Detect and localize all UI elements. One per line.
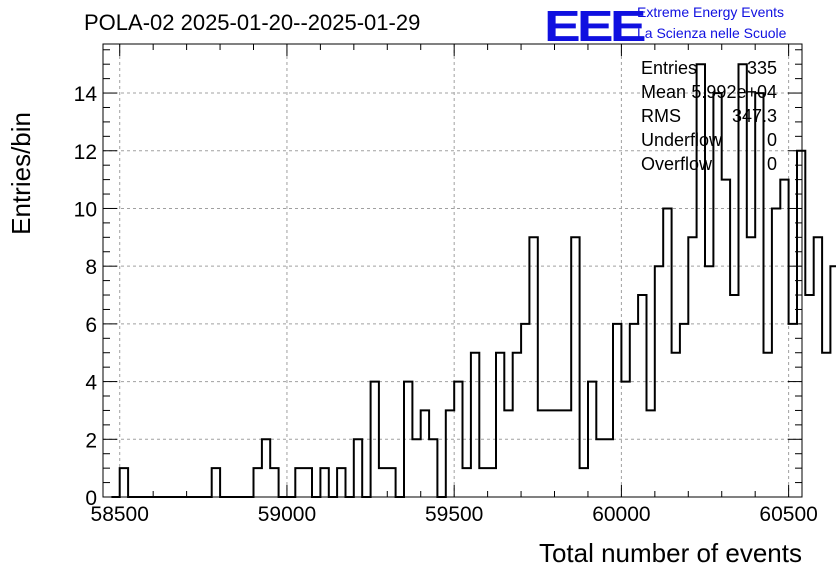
y-tick-label: 2 <box>85 429 97 452</box>
y-tick-label: 0 <box>85 487 97 510</box>
x-tick-label: 60500 <box>759 503 817 526</box>
stats-key: RMS <box>641 106 681 126</box>
y-tick-label: 12 <box>74 141 97 164</box>
stats-row-mean: Mean 5.992e+04 <box>641 82 777 106</box>
stats-row-underflow: Underflow 0 <box>641 130 777 154</box>
grid-lines <box>103 44 802 497</box>
x-tick-label: 59000 <box>258 503 316 526</box>
x-tick-label: 60000 <box>592 503 650 526</box>
stats-value: 347.3 <box>731 106 777 126</box>
y-tick-label: 10 <box>74 198 97 221</box>
stats-key: Entries <box>641 58 698 78</box>
eee-logo: EEE <box>544 2 647 51</box>
y-tick-label: 4 <box>85 372 97 395</box>
stats-key: Mean <box>641 82 687 102</box>
y-tick-label: 6 <box>85 314 97 337</box>
stats-row-rms: RMS 347.3 <box>641 106 777 130</box>
chart-title: POLA-02 2025-01-20--2025-01-29 <box>84 10 421 35</box>
x-tick-label: 58500 <box>91 503 149 526</box>
y-tick-label: 8 <box>85 256 97 279</box>
x-tick-label: 59500 <box>425 503 483 526</box>
y-tick-label: 14 <box>74 83 98 106</box>
plot-frame <box>102 43 803 498</box>
stats-key: Underflow <box>641 130 723 150</box>
stats-value: 5.992e+04 <box>691 82 777 102</box>
stats-value: 0 <box>766 154 777 174</box>
stats-row-overflow: Overflow 0 <box>641 154 777 178</box>
stats-value: 335 <box>746 58 777 78</box>
stats-box: Entries 335 Mean 5.992e+04 RMS 347.3 Und… <box>641 58 777 178</box>
y-axis-label: Entries/bin <box>6 112 36 235</box>
org-name-line2: La Scienza nelle Scuole <box>637 25 787 41</box>
stats-row-entries: Entries 335 <box>641 58 777 82</box>
axes: 58500 59000 59500 60000 60500 0 2 4 6 8 10 12 14 <box>74 43 818 526</box>
stats-value: 0 <box>766 130 777 150</box>
stats-key: Overflow <box>641 154 713 174</box>
org-name-line1: Extreme Energy Events <box>637 4 785 20</box>
x-axis-label: Total number of events <box>538 538 802 568</box>
